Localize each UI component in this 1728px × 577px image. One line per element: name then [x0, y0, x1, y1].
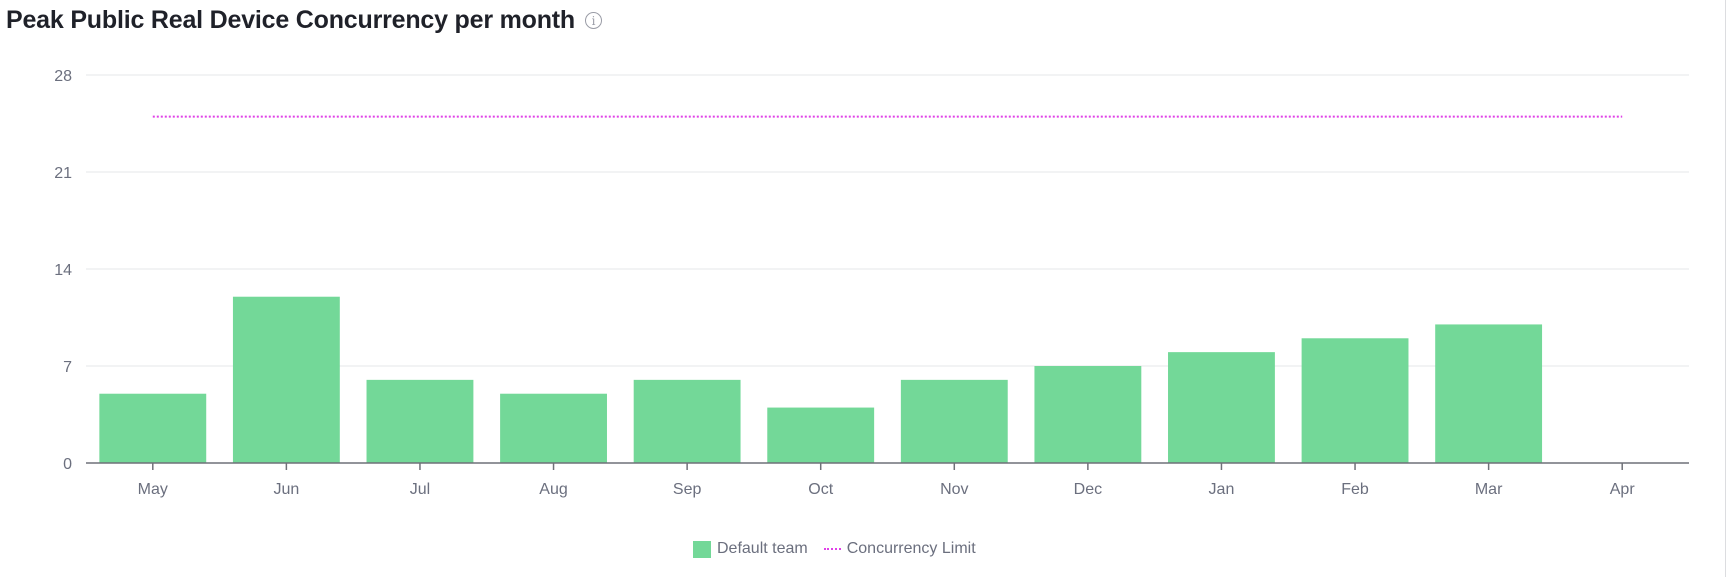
- y-tick-label: 14: [54, 262, 72, 279]
- x-tick-label: Dec: [1074, 481, 1102, 498]
- bar-feb[interactable]: [1301, 338, 1409, 463]
- bar-dec[interactable]: [1034, 366, 1142, 463]
- y-tick-label: 7: [63, 359, 72, 376]
- bar-sep[interactable]: [633, 379, 741, 463]
- x-tick-label: Mar: [1475, 481, 1503, 498]
- x-tick-label: Nov: [940, 481, 968, 498]
- x-tick-label: Sep: [673, 481, 702, 498]
- y-tick-label: 21: [54, 165, 72, 182]
- bar-jul[interactable]: [366, 379, 474, 463]
- x-tick-label: Jun: [273, 481, 299, 498]
- x-tick-label: Jul: [410, 481, 430, 498]
- panel-border: [1725, 0, 1726, 577]
- info-icon[interactable]: i: [584, 12, 602, 29]
- x-tick-label: Aug: [539, 481, 567, 498]
- legend-label-concurrency-limit[interactable]: Concurrency Limit: [846, 540, 976, 557]
- y-tick-label: 0: [63, 456, 72, 473]
- legend: Default team Concurrency Limit: [693, 540, 976, 558]
- legend-swatch-concurrency-limit: [823, 548, 841, 550]
- x-tick-label: May: [138, 481, 168, 498]
- x-tick-label: Feb: [1341, 481, 1369, 498]
- bar-jan[interactable]: [1168, 352, 1275, 463]
- bar-nov[interactable]: [900, 379, 1008, 463]
- legend-label-default-team[interactable]: Default team: [717, 540, 808, 557]
- bar-mar[interactable]: [1435, 324, 1543, 463]
- x-tick-label: Oct: [808, 481, 833, 498]
- bar-aug[interactable]: [500, 393, 607, 463]
- bar-oct[interactable]: [767, 407, 875, 463]
- x-tick-label: Apr: [1610, 481, 1636, 498]
- chart-title: Peak Public Real Device Concurrency per …: [6, 6, 575, 34]
- chart-header: Peak Public Real Device Concurrency per …: [6, 6, 602, 35]
- bar-may[interactable]: [99, 393, 207, 463]
- bar-jun[interactable]: [232, 296, 340, 463]
- legend-swatch-default-team: [693, 540, 711, 558]
- x-tick-label: Jan: [1209, 481, 1235, 498]
- y-tick-label: 28: [54, 68, 72, 85]
